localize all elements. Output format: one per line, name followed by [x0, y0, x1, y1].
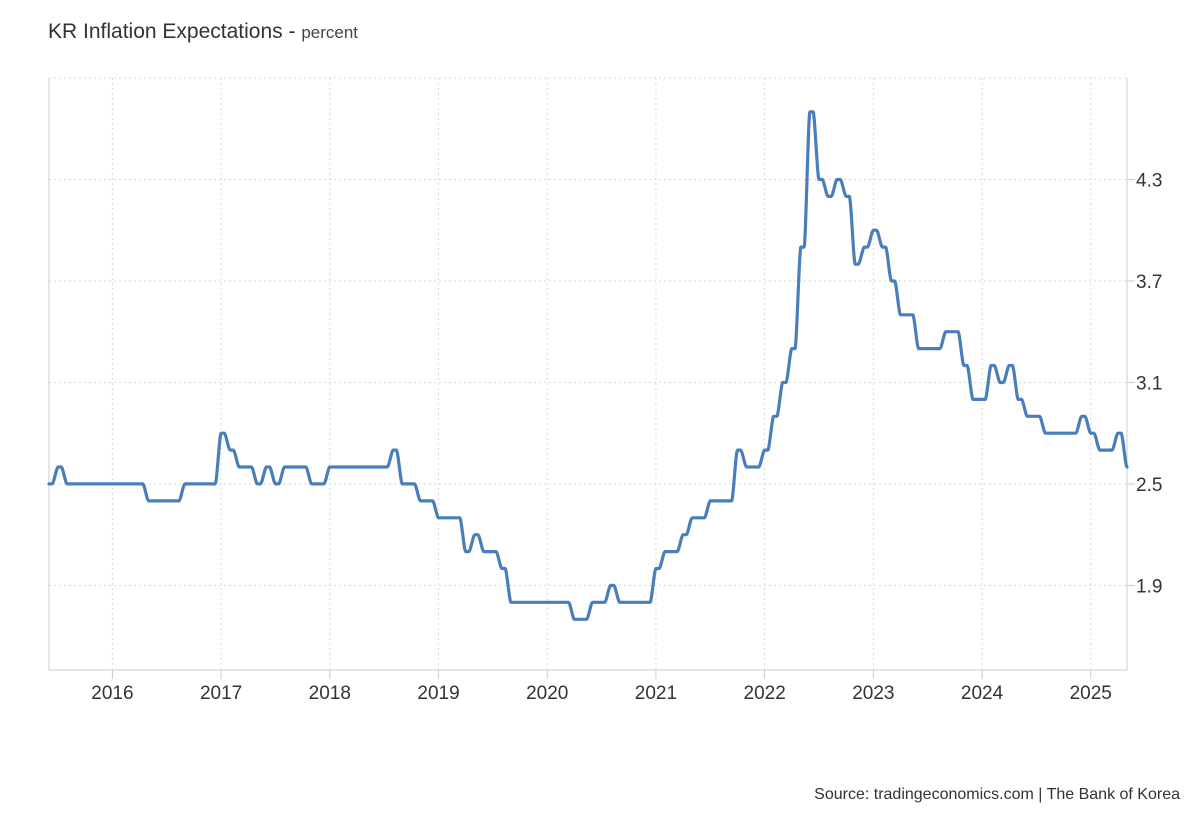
y-tick-label: 4.3 [1136, 170, 1162, 191]
y-tick-label: 3.1 [1136, 373, 1162, 394]
x-tick-label: 2022 [744, 683, 786, 704]
series-layer [47, 110, 1129, 621]
x-tick-label: 2019 [417, 683, 459, 704]
y-tick-label: 2.5 [1136, 475, 1162, 496]
x-tick-label: 2021 [635, 683, 677, 704]
source-note: Source: tradingeconomics.com | The Bank … [814, 786, 1180, 803]
x-tick-label: 2025 [1070, 683, 1112, 704]
title-text: KR Inflation Expectations [48, 20, 283, 43]
x-tick-label: 2023 [852, 683, 894, 704]
x-tick-label: 2024 [961, 683, 1004, 704]
chart-title: KR Inflation Expectations - percent [48, 20, 359, 43]
axes [48, 78, 1135, 679]
unit-label: percent [301, 23, 359, 42]
x-tick-label: 2020 [526, 683, 568, 704]
y-tick-label: 3.7 [1136, 272, 1162, 293]
y-tick-label: 1.9 [1136, 576, 1162, 597]
x-tick-label: 2017 [200, 683, 242, 704]
grid-lines [49, 77, 1127, 670]
x-tick-label: 2016 [91, 683, 133, 704]
tick-labels: 1.9 2.5 3.1 3.7 4.3 2016 2017 2018 2019 2020 2021 2… [91, 170, 1162, 704]
x-tick-label: 2018 [309, 683, 351, 704]
series-line [47, 110, 1129, 621]
